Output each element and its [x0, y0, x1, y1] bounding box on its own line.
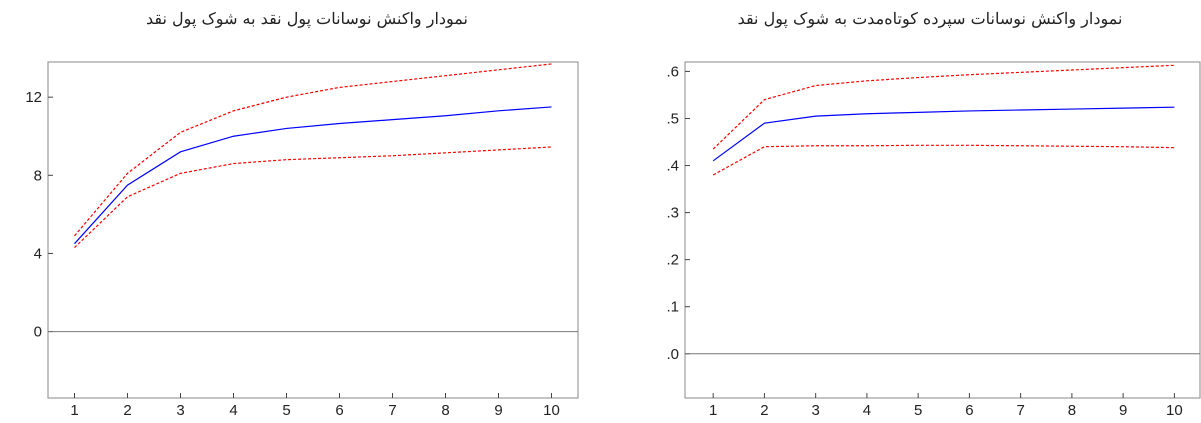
y-tick-label: 12 [25, 89, 42, 106]
series-line [713, 107, 1174, 161]
x-tick-label: 6 [335, 402, 343, 418]
x-tick-label: 10 [543, 402, 560, 418]
y-tick-label: .2 [666, 252, 679, 269]
chart-title: نمودار واکنش نوسانات پول نقد به شوک پول … [146, 9, 468, 28]
series-line [75, 107, 552, 244]
x-tick-label: 10 [1166, 402, 1183, 418]
x-tick-label: 5 [282, 402, 290, 418]
plot-frame [685, 62, 1200, 398]
y-tick-label: 8 [34, 167, 42, 184]
y-tick-label: .4 [666, 158, 679, 175]
plot-frame [48, 62, 578, 398]
charts: نمودار واکنش نوسانات پول نقد به شوک پول … [0, 0, 1201, 418]
x-tick-label: 8 [441, 402, 449, 418]
y-tick-label: .3 [666, 205, 679, 222]
x-tick-label: 6 [965, 402, 973, 418]
y-tick-label: .0 [666, 346, 679, 363]
series-line [75, 64, 552, 236]
x-tick-label: 4 [863, 402, 871, 418]
y-tick-label: 0 [34, 324, 42, 341]
x-tick-label: 7 [1016, 402, 1024, 418]
x-tick-label: 3 [811, 402, 819, 418]
series-line [75, 147, 552, 248]
y-tick-label: 4 [34, 245, 42, 262]
series-line [713, 145, 1174, 175]
x-tick-label: 5 [914, 402, 922, 418]
y-tick-label: .1 [666, 299, 679, 316]
x-tick-label: 8 [1068, 402, 1076, 418]
y-tick-label: .5 [666, 110, 679, 127]
x-tick-label: 9 [494, 402, 502, 418]
x-tick-label: 2 [760, 402, 768, 418]
x-tick-label: 3 [176, 402, 184, 418]
x-tick-label: 1 [70, 402, 78, 418]
x-tick-label: 9 [1119, 402, 1127, 418]
y-tick-label: .6 [666, 63, 679, 80]
x-tick-label: 7 [388, 402, 396, 418]
x-tick-label: 4 [229, 402, 237, 418]
chart-title: نمودار واکنش نوسانات سپرده کوتاه‌مدت به … [738, 9, 1123, 28]
x-tick-label: 2 [123, 402, 131, 418]
x-tick-label: 1 [709, 402, 717, 418]
series-line [713, 65, 1174, 149]
